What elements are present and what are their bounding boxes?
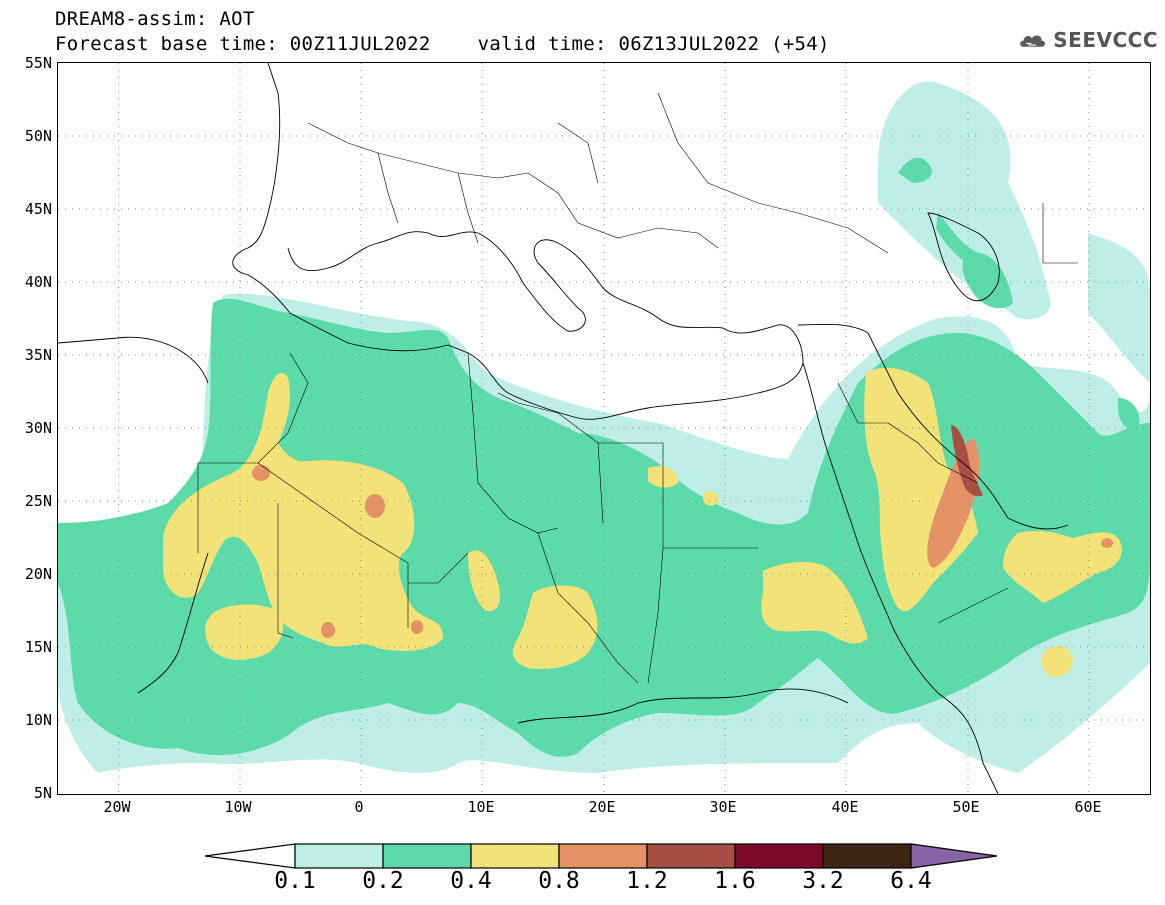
lat-label-35n: 35N <box>24 346 52 364</box>
country-borders <box>197 92 1078 684</box>
colorbar-label-0-8: 0.8 <box>538 868 580 894</box>
lat-label-15n: 15N <box>24 638 52 656</box>
seevccc-logo: SEEVCCC <box>1018 22 1158 58</box>
lon-label-20w: 20W <box>103 798 131 816</box>
map-title: DREAM8-assim: AOT <box>55 8 255 30</box>
lat-label-5n: 5N <box>33 784 52 802</box>
lat-label-25n: 25N <box>24 492 52 510</box>
lon-label-20e: 20E <box>588 798 616 816</box>
lat-label-40n: 40N <box>24 273 52 291</box>
lat-label-45n: 45N <box>24 200 52 218</box>
colorbar-label-1-6: 1.6 <box>714 868 756 894</box>
lon-label-30e: 30E <box>709 798 737 816</box>
forecast-time-line: Forecast base time: 00Z11JUL2022 valid t… <box>55 33 830 55</box>
lon-label-50e: 50E <box>952 798 980 816</box>
lon-label-10e: 10E <box>467 798 495 816</box>
colorbar-label-0-4: 0.4 <box>450 868 492 894</box>
colorbar-label-0-2: 0.2 <box>362 868 404 894</box>
logo-text: SEEVCCC <box>1053 28 1158 52</box>
coastlines <box>58 63 1069 794</box>
lon-label-0: 0 <box>354 798 364 816</box>
colorbar-label-0-1: 0.1 <box>274 868 316 894</box>
aot-colorbar <box>205 843 998 869</box>
graticule <box>58 63 1150 794</box>
aot-map[interactable] <box>57 62 1151 795</box>
lat-label-10n: 10N <box>24 711 52 729</box>
lon-label-60e: 60E <box>1074 798 1102 816</box>
colorbar-label-1-2: 1.2 <box>626 868 668 894</box>
lon-label-40e: 40E <box>831 798 859 816</box>
lat-label-30n: 30N <box>24 419 52 437</box>
colorbar-label-6-4: 6.4 <box>890 868 932 894</box>
colorbar-label-3-2: 3.2 <box>802 868 844 894</box>
cloud-icon <box>1020 35 1045 47</box>
aot-map-canvas <box>58 63 1150 794</box>
aot-field-0-4 <box>163 367 1122 678</box>
aot-field-1-2 <box>951 425 983 497</box>
lat-label-55n: 55N <box>24 54 52 72</box>
lat-label-20n: 20N <box>24 565 52 583</box>
lon-label-10w: 10W <box>224 798 252 816</box>
lat-label-50n: 50N <box>24 127 52 145</box>
